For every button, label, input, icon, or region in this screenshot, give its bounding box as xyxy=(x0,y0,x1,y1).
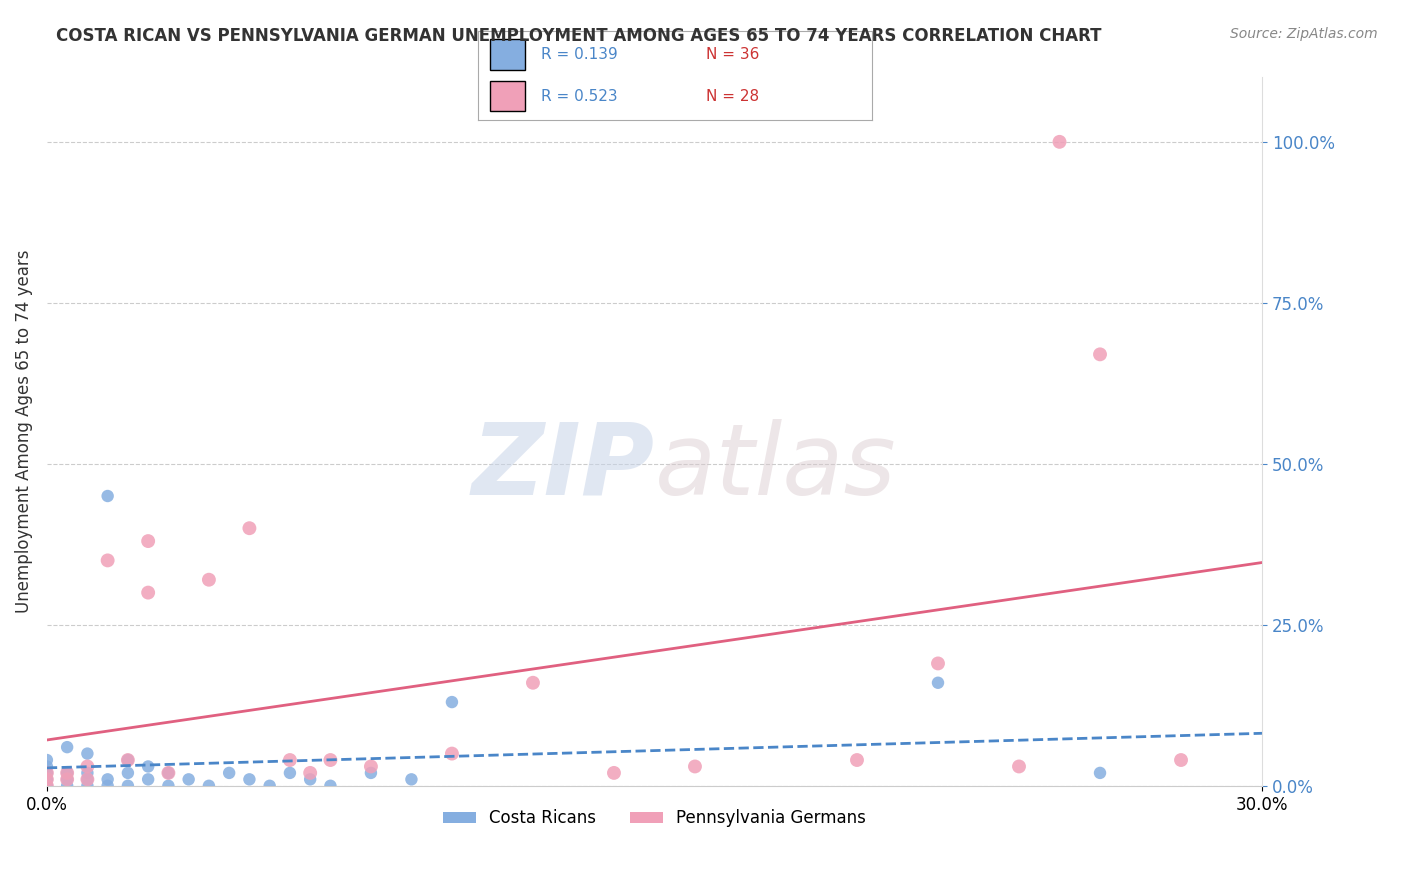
Point xyxy=(927,657,949,671)
Point xyxy=(136,772,159,787)
Point xyxy=(360,759,382,773)
Point xyxy=(846,753,869,767)
Point xyxy=(401,772,423,787)
Point xyxy=(198,779,221,793)
Point xyxy=(35,779,58,793)
Point xyxy=(56,772,79,787)
Y-axis label: Unemployment Among Ages 65 to 74 years: Unemployment Among Ages 65 to 74 years xyxy=(15,250,32,614)
Point xyxy=(238,772,260,787)
Point xyxy=(360,765,382,780)
Point xyxy=(1008,759,1031,773)
Point xyxy=(1049,135,1071,149)
Point xyxy=(56,740,79,755)
Point xyxy=(136,534,159,549)
Text: COSTA RICAN VS PENNSYLVANIA GERMAN UNEMPLOYMENT AMONG AGES 65 TO 74 YEARS CORREL: COSTA RICAN VS PENNSYLVANIA GERMAN UNEMP… xyxy=(56,27,1102,45)
Text: R = 0.523: R = 0.523 xyxy=(541,89,617,103)
Point xyxy=(117,765,139,780)
Point xyxy=(259,779,281,793)
Point xyxy=(97,489,120,503)
Point xyxy=(522,675,544,690)
Point xyxy=(278,753,301,767)
Point xyxy=(299,765,322,780)
Point xyxy=(238,521,260,535)
Point xyxy=(76,759,98,773)
Point xyxy=(97,772,120,787)
Text: Source: ZipAtlas.com: Source: ZipAtlas.com xyxy=(1230,27,1378,41)
Point xyxy=(440,747,463,761)
Text: N = 28: N = 28 xyxy=(706,89,759,103)
Point xyxy=(218,765,240,780)
Point xyxy=(56,779,79,793)
Point xyxy=(157,765,180,780)
Text: N = 36: N = 36 xyxy=(706,47,759,62)
Point xyxy=(136,585,159,599)
Point xyxy=(76,772,98,787)
Legend: Costa Ricans, Pennsylvania Germans: Costa Ricans, Pennsylvania Germans xyxy=(436,803,873,834)
Point xyxy=(198,573,221,587)
Point xyxy=(56,772,79,787)
Point xyxy=(56,765,79,780)
Point xyxy=(603,765,626,780)
Point xyxy=(76,765,98,780)
Text: atlas: atlas xyxy=(654,418,896,516)
Point xyxy=(117,779,139,793)
Point xyxy=(157,779,180,793)
Point xyxy=(56,765,79,780)
Point xyxy=(35,759,58,773)
Point xyxy=(117,753,139,767)
Point xyxy=(319,779,342,793)
Point xyxy=(299,772,322,787)
Point xyxy=(683,759,706,773)
Point xyxy=(35,753,58,767)
Point xyxy=(76,772,98,787)
Point xyxy=(278,765,301,780)
Point xyxy=(1088,347,1111,361)
Point xyxy=(157,765,180,780)
Point xyxy=(35,779,58,793)
Text: R = 0.139: R = 0.139 xyxy=(541,47,617,62)
Point xyxy=(97,553,120,567)
Point xyxy=(1088,765,1111,780)
Point xyxy=(117,753,139,767)
FancyBboxPatch shape xyxy=(489,81,526,112)
Point xyxy=(1170,753,1192,767)
Point xyxy=(97,779,120,793)
Point xyxy=(35,765,58,780)
Point xyxy=(35,772,58,787)
Point xyxy=(177,772,200,787)
Point xyxy=(76,779,98,793)
Point xyxy=(319,753,342,767)
Point xyxy=(35,772,58,787)
Point xyxy=(440,695,463,709)
Point xyxy=(35,765,58,780)
Point xyxy=(927,675,949,690)
Point xyxy=(136,759,159,773)
Point xyxy=(76,747,98,761)
Text: ZIP: ZIP xyxy=(471,418,654,516)
FancyBboxPatch shape xyxy=(489,39,526,70)
